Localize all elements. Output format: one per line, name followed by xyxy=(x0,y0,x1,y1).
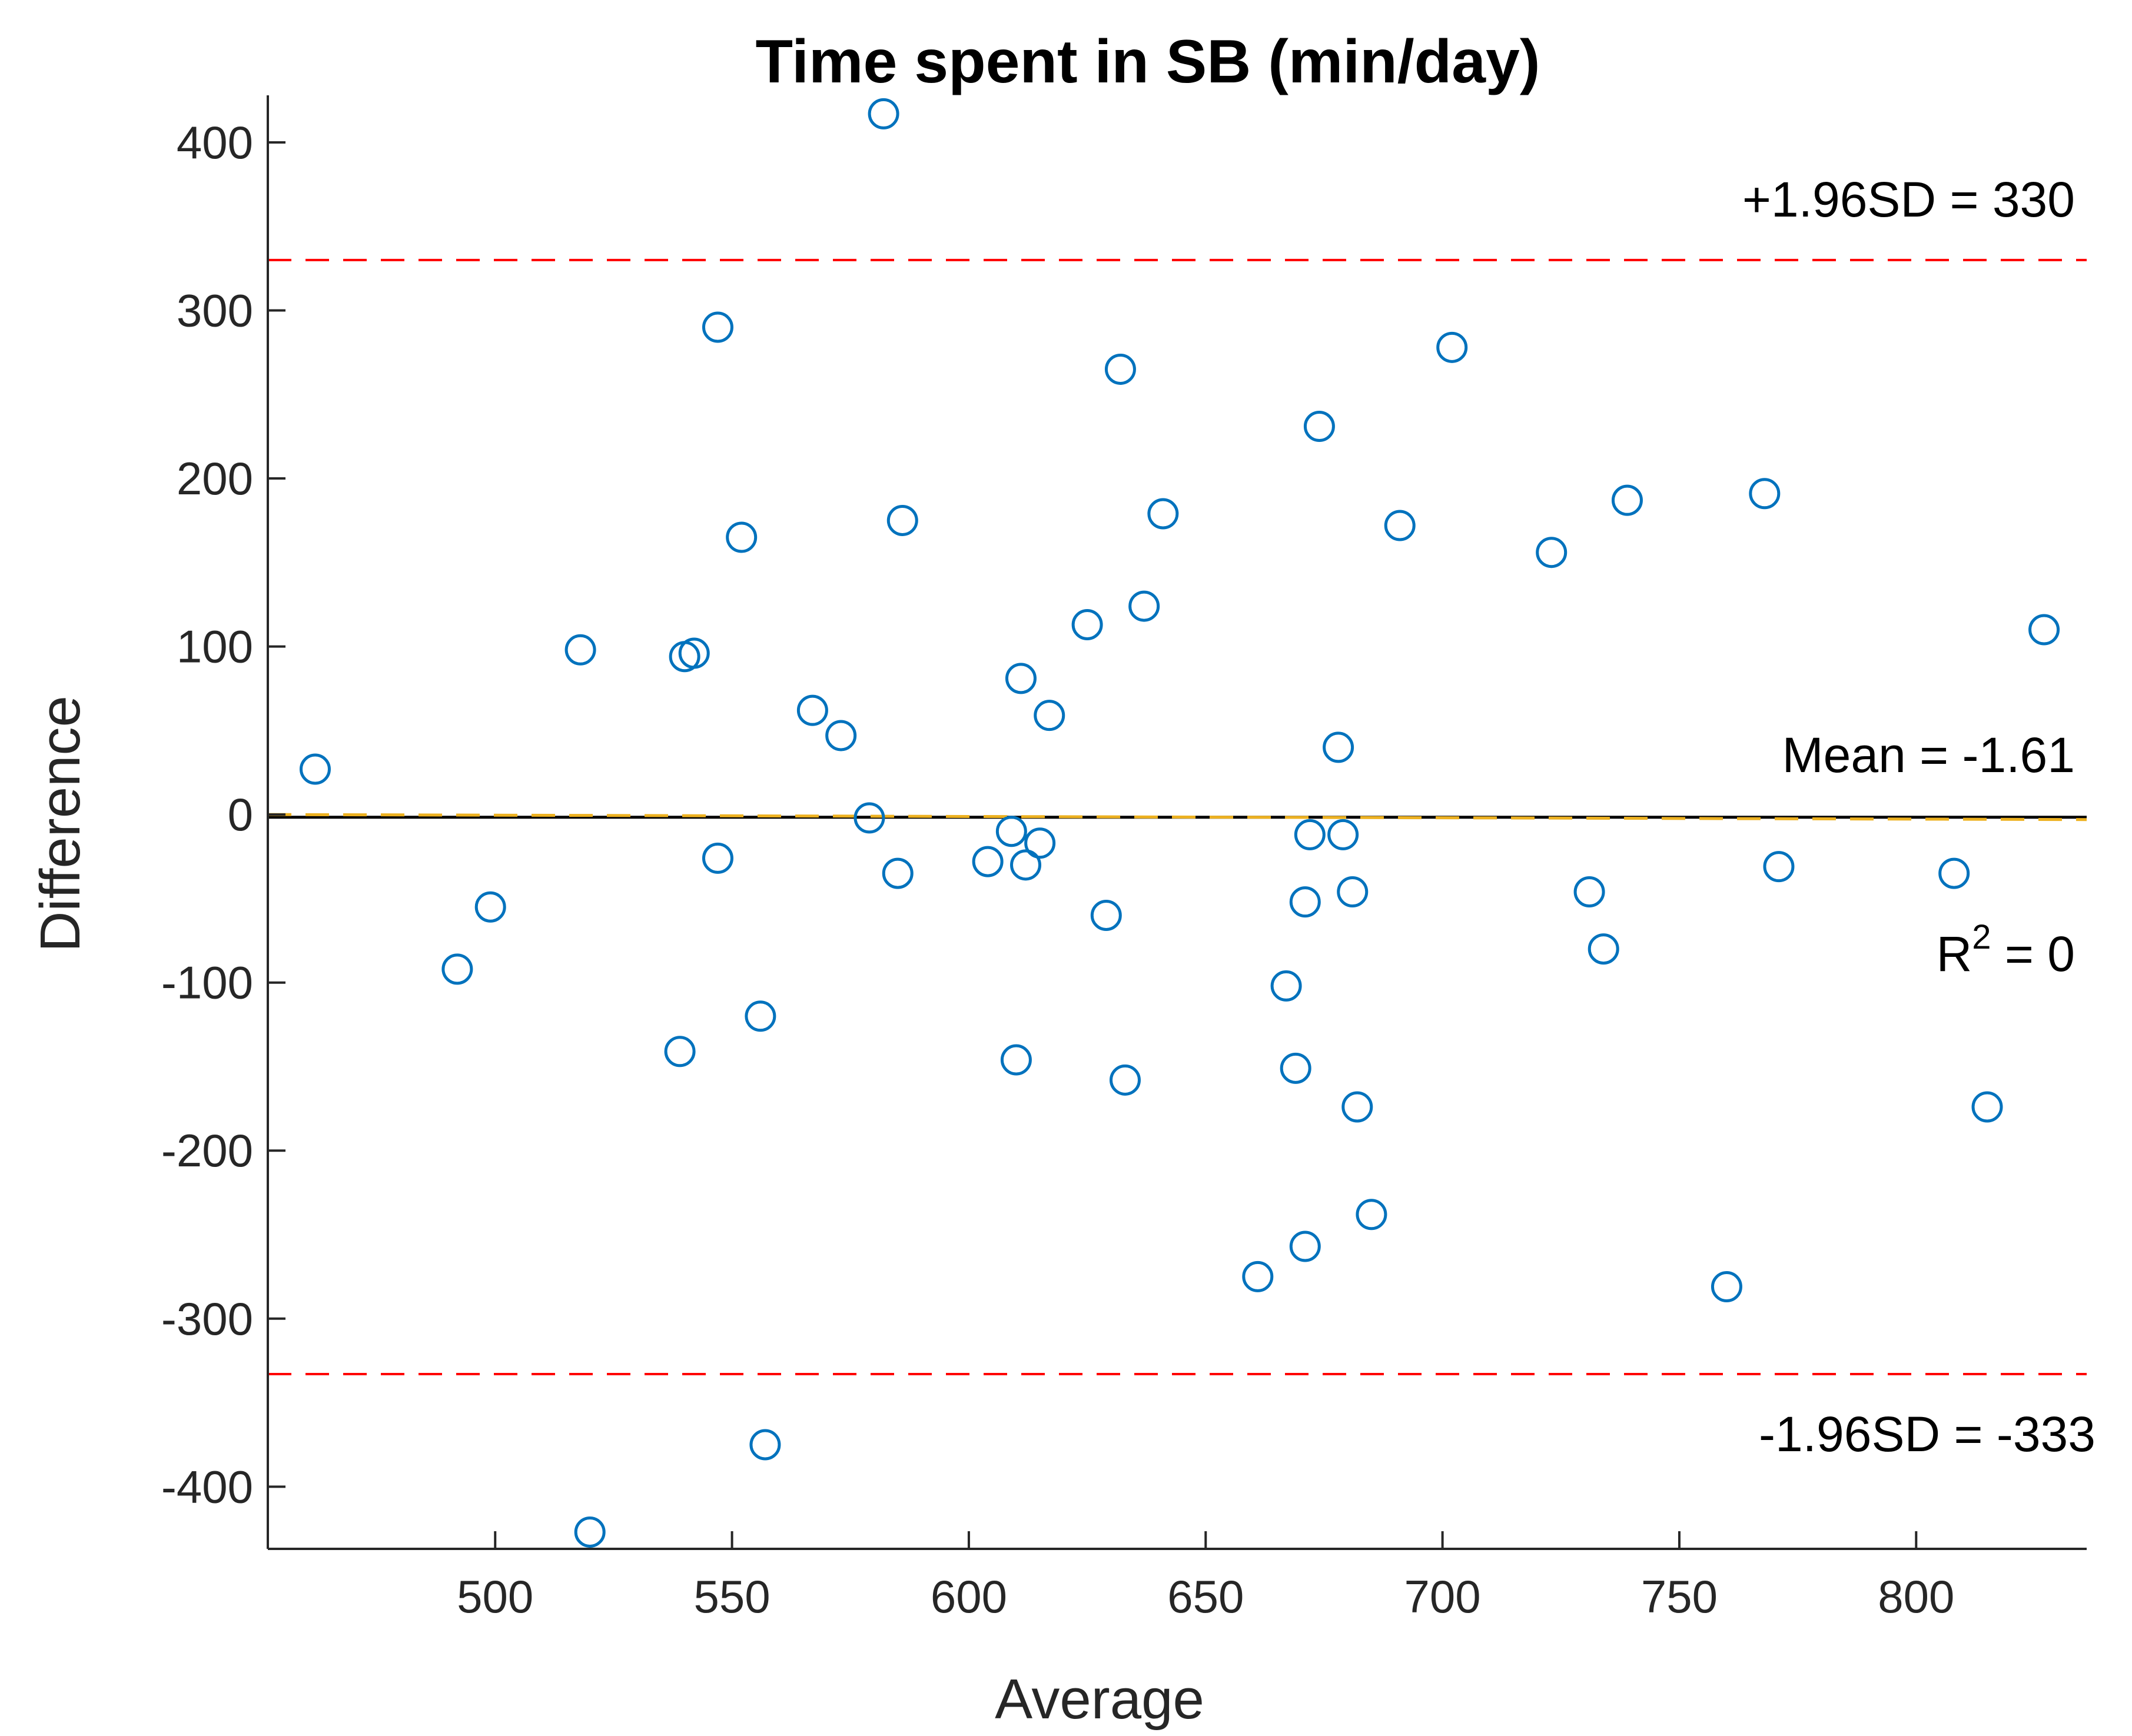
y-tick-label: 300 xyxy=(177,285,253,337)
r-squared-label: R2 = 0 xyxy=(1937,918,2075,982)
data-point xyxy=(1356,1199,1387,1231)
data-point xyxy=(726,521,758,553)
data-point xyxy=(995,816,1027,847)
data-point xyxy=(1323,731,1354,763)
data-point xyxy=(1303,411,1335,443)
y-tick-label: 100 xyxy=(177,621,253,673)
data-point xyxy=(474,891,506,923)
data-point xyxy=(2028,614,2060,646)
y-tick-label: -200 xyxy=(161,1125,253,1176)
data-point xyxy=(1289,1231,1321,1262)
data-point xyxy=(1536,537,1568,568)
axes xyxy=(267,95,2087,1550)
data-point xyxy=(1000,1044,1032,1076)
r-squared-value: = 0 xyxy=(1991,926,2075,982)
y-axis-ticks: -400 -300 -200 -100 0 100 200 300 400 xyxy=(161,117,285,1512)
data-point xyxy=(1005,663,1037,694)
data-point xyxy=(574,1516,606,1548)
data-point xyxy=(702,311,733,343)
data-point xyxy=(702,842,733,874)
data-point xyxy=(886,504,918,536)
y-axis-label: Difference xyxy=(29,696,92,952)
data-point xyxy=(1090,899,1122,931)
r-squared-prefix: R xyxy=(1937,926,1972,982)
data-point xyxy=(1280,1052,1311,1084)
data-point xyxy=(972,846,1004,877)
data-point xyxy=(1327,819,1359,850)
chart-title: Time spent in SB (min/day) xyxy=(756,28,1540,96)
data-point xyxy=(796,694,828,726)
y-tick-label: -300 xyxy=(161,1293,253,1345)
y-tick-label: -400 xyxy=(161,1461,253,1512)
data-point xyxy=(749,1429,781,1461)
data-point xyxy=(1573,876,1605,908)
data-point xyxy=(1337,876,1369,908)
data-point xyxy=(1971,1091,2003,1123)
data-point xyxy=(299,753,331,785)
data-point xyxy=(1024,827,1056,859)
data-point xyxy=(1289,886,1321,918)
data-point xyxy=(564,634,596,666)
mean-label: Mean = -1.61 xyxy=(1782,727,2075,783)
data-points xyxy=(299,98,2060,1548)
data-point xyxy=(1010,849,1041,881)
x-tick-label: 800 xyxy=(1878,1571,1954,1622)
r-squared-superscript: 2 xyxy=(1972,918,1991,956)
data-point xyxy=(882,857,914,889)
y-tick-label: 0 xyxy=(228,789,253,840)
data-point xyxy=(1071,608,1103,640)
lower-limit-label: -1.96SD = -333 xyxy=(1759,1406,2096,1462)
data-point xyxy=(664,1036,696,1067)
data-point xyxy=(825,720,857,751)
x-tick-label: 600 xyxy=(931,1571,1007,1622)
regression-line xyxy=(267,813,2087,822)
data-point xyxy=(678,637,710,669)
data-point xyxy=(1242,1261,1274,1292)
x-tick-label: 700 xyxy=(1404,1571,1481,1622)
data-point xyxy=(1270,970,1302,1002)
upper-limit-label: +1.96SD = 330 xyxy=(1742,172,2075,227)
data-point xyxy=(1588,933,1619,965)
data-point xyxy=(1711,1271,1742,1303)
x-axis-ticks: 500 550 600 650 700 750 800 xyxy=(457,1531,1954,1622)
data-point xyxy=(1128,590,1160,622)
x-tick-label: 650 xyxy=(1167,1571,1244,1622)
data-point xyxy=(854,802,885,834)
data-point xyxy=(868,98,899,129)
data-point xyxy=(1341,1091,1373,1123)
data-point xyxy=(1109,1064,1141,1096)
data-point xyxy=(1611,484,1643,516)
x-tick-label: 550 xyxy=(694,1571,771,1622)
x-tick-label: 750 xyxy=(1641,1571,1718,1622)
data-point xyxy=(1749,478,1781,510)
data-point xyxy=(1294,819,1326,850)
data-point xyxy=(1034,700,1065,731)
fit-line-group xyxy=(267,813,2087,822)
data-point xyxy=(1147,498,1179,530)
data-point xyxy=(1104,353,1136,385)
data-point xyxy=(745,1000,776,1032)
data-point xyxy=(1384,510,1416,541)
data-point xyxy=(1436,331,1468,363)
data-point xyxy=(1763,851,1795,883)
x-axis-label: Average xyxy=(995,1668,1204,1731)
y-tick-label: 200 xyxy=(177,453,253,504)
y-tick-label: 400 xyxy=(177,117,253,168)
y-tick-label: -100 xyxy=(161,957,253,1009)
data-point xyxy=(1938,857,1970,889)
data-point xyxy=(441,953,473,985)
x-tick-label: 500 xyxy=(457,1571,533,1622)
